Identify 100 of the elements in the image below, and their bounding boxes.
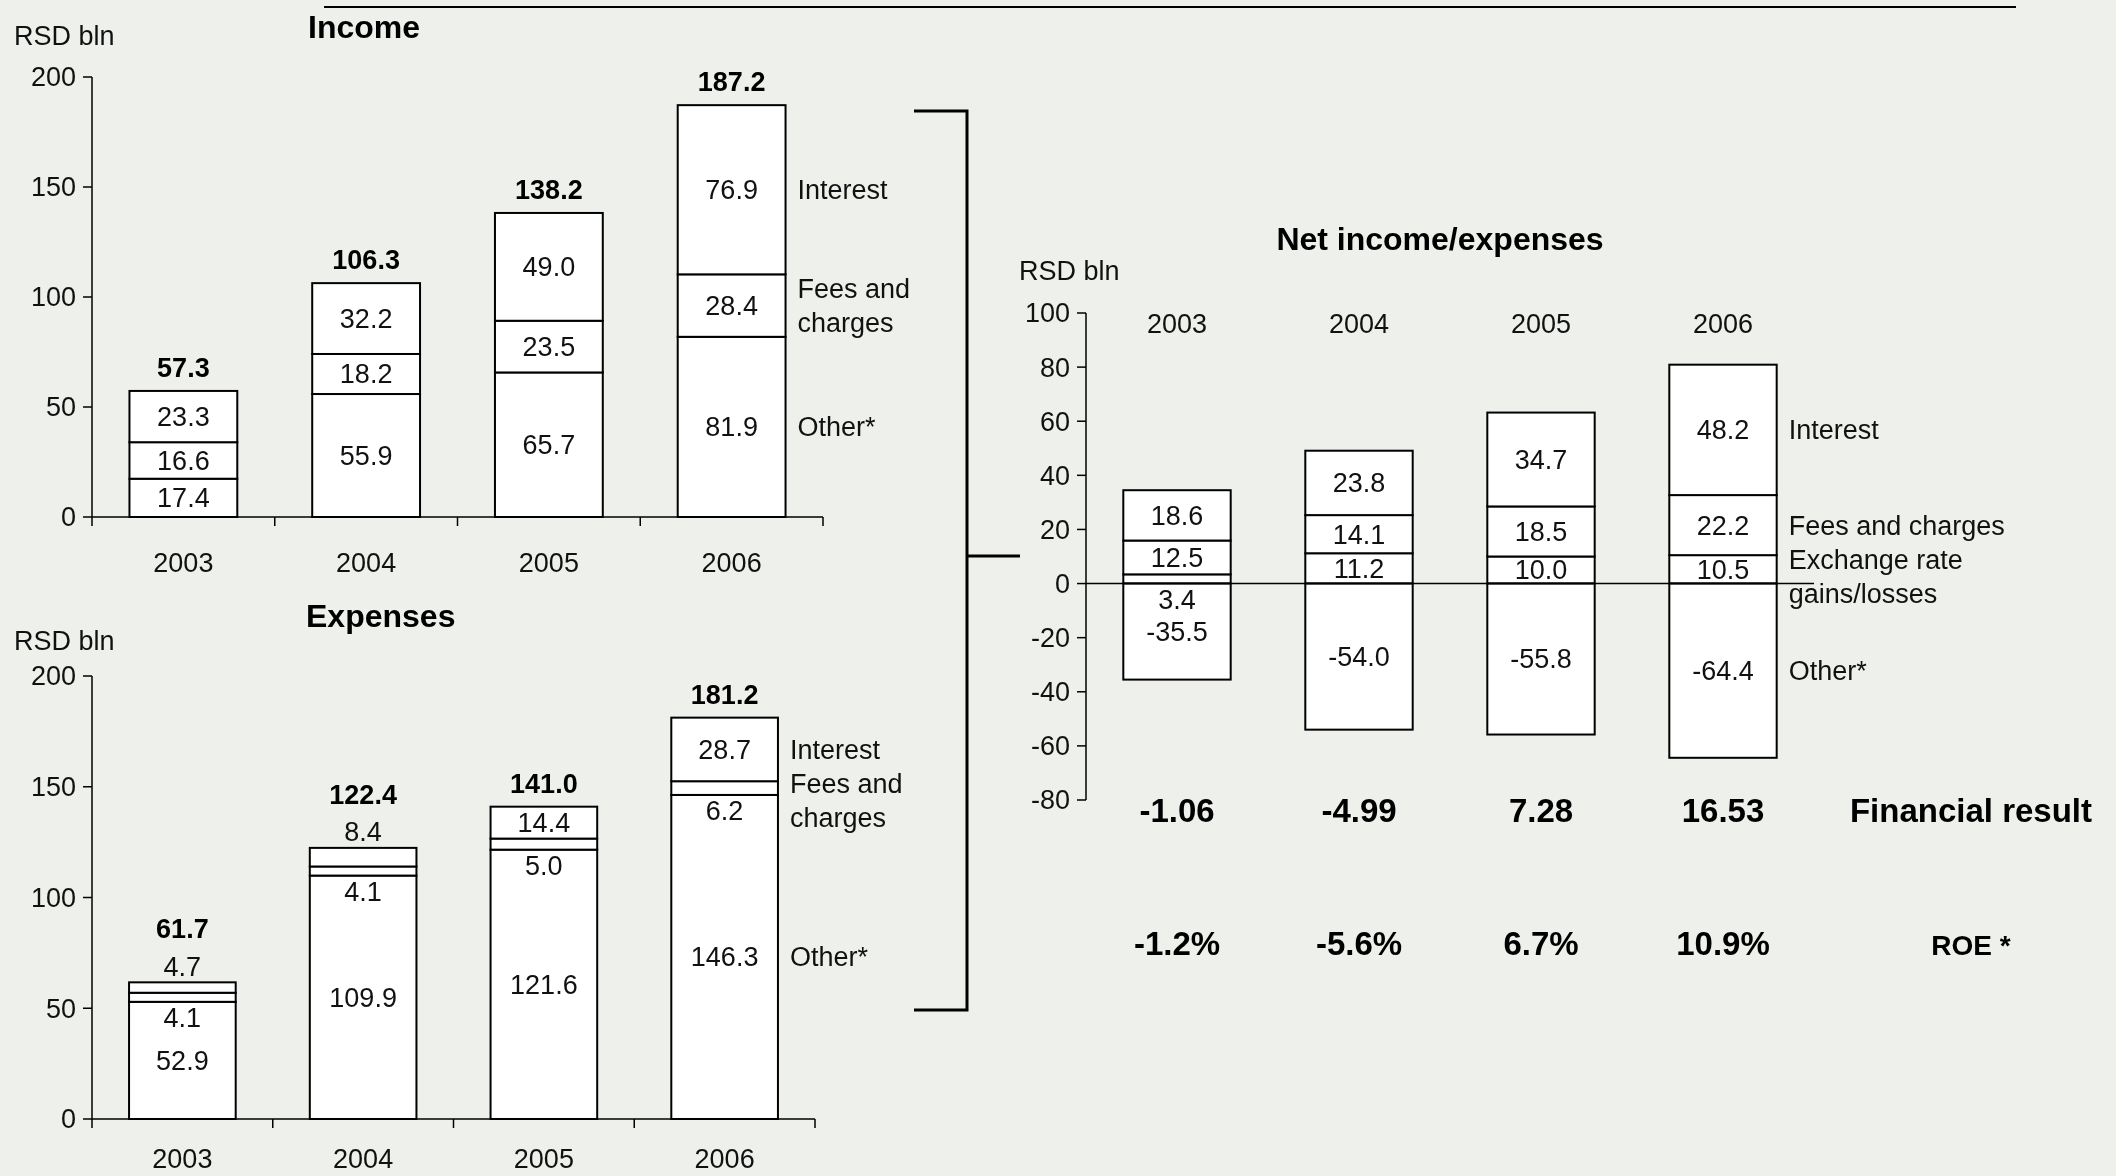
text: 10.9% — [1676, 925, 1770, 962]
y-tick-label: -40 — [1030, 677, 1070, 708]
text: -1.2% — [1133, 925, 1221, 962]
data-label: 23.5 — [522, 332, 576, 363]
data-label: 121.6 — [510, 969, 578, 1000]
data-label: 28.7 — [698, 734, 751, 765]
y-tick-label: 0 — [60, 1104, 76, 1135]
data-label: 109.9 — [329, 982, 397, 1013]
y-tick-label: 60 — [1039, 406, 1070, 437]
data-label: 10.5 — [1696, 554, 1750, 585]
y-axis-title: RSD bln — [14, 21, 115, 51]
data-label: 48.2 — [1696, 415, 1750, 446]
series-label: Other* — [789, 942, 869, 973]
series-label: Interest — [797, 175, 889, 206]
data-label: 18.2 — [339, 359, 393, 390]
x-tick-label: 2003 — [152, 1144, 213, 1174]
y-tick-label: 150 — [30, 772, 76, 803]
data-label: 23.3 — [157, 402, 210, 433]
series-label: Fees and charges — [789, 768, 903, 833]
data-label: 4.7 — [163, 951, 202, 982]
y-tick-label: 100 — [30, 282, 76, 313]
y-axis-title: RSD bln — [14, 626, 115, 656]
x-tick-label: 2003 — [1146, 309, 1208, 339]
annotation: -4.99 — [1321, 792, 1397, 829]
data-label: 34.7 — [1514, 444, 1568, 475]
data-label: 6.2 — [705, 796, 744, 827]
y-axis-title: RSD bln — [1019, 256, 1120, 286]
y-tick-label: 80 — [1039, 352, 1070, 383]
total-label: 122.4 — [329, 779, 397, 810]
series-label: Fees and charges — [1788, 510, 2005, 541]
chart-title: Net income/expenses — [1276, 221, 1604, 257]
total-label: 106.3 — [332, 245, 400, 276]
text: 6.7% — [1503, 925, 1579, 962]
x-tick-label: 2003 — [153, 548, 214, 578]
x-tick-label: 2005 — [513, 1144, 574, 1174]
y-tick-label: 150 — [30, 172, 76, 203]
data-label: 52.9 — [156, 1045, 209, 1076]
series-label: Other* — [797, 412, 877, 443]
y-tick-label: 100 — [1024, 298, 1070, 329]
data-label: 28.4 — [705, 291, 758, 322]
total-label: 141.0 — [510, 768, 578, 799]
data-label: 23.8 — [1332, 468, 1386, 499]
data-label: 11.2 — [1333, 553, 1385, 584]
y-tick-label: 20 — [1039, 514, 1070, 545]
y-tick-label: 100 — [30, 882, 76, 913]
series-label: Other* — [1788, 656, 1868, 687]
total-label: 187.2 — [697, 67, 766, 98]
total-label: 61.7 — [156, 914, 209, 945]
data-label: 14.4 — [517, 808, 571, 839]
data-label: 22.2 — [1696, 510, 1750, 541]
x-tick-label: 2005 — [1510, 309, 1572, 339]
data-label: 18.6 — [1150, 500, 1204, 531]
y-tick-label: 50 — [45, 392, 76, 423]
data-label: -54.0 — [1328, 642, 1390, 673]
y-tick-label: 0 — [60, 502, 76, 533]
y-tick-label: -80 — [1030, 785, 1070, 816]
x-tick-label: 2004 — [336, 548, 397, 578]
data-label: 12.5 — [1150, 542, 1204, 573]
y-tick-label: 200 — [30, 62, 76, 93]
text: ROE * — [1931, 930, 2011, 961]
data-label: 65.7 — [522, 430, 576, 461]
y-tick-label: -60 — [1030, 731, 1070, 762]
data-label: 16.6 — [157, 445, 210, 476]
x-tick-label: 2004 — [333, 1144, 394, 1174]
data-label: 32.2 — [339, 304, 393, 335]
data-label: 10.0 — [1514, 555, 1568, 586]
x-tick-label: 2006 — [701, 548, 762, 578]
x-tick-label: 2006 — [694, 1144, 755, 1174]
chart-title: Expenses — [306, 598, 456, 634]
x-tick-label: 2005 — [518, 548, 579, 578]
text: Financial result — [1849, 792, 2093, 829]
data-label: 14.1 — [1332, 519, 1386, 550]
data-label: 17.4 — [157, 483, 210, 514]
annotation: -1.06 — [1139, 792, 1215, 829]
series-label: Interest — [1788, 415, 1880, 446]
x-tick-label: 2006 — [1692, 309, 1754, 339]
data-label: 146.3 — [690, 942, 759, 973]
data-label: 3.4 — [1158, 585, 1196, 616]
y-tick-label: 200 — [30, 661, 76, 692]
series-label: Interest — [789, 734, 881, 765]
annotation: 7.28 — [1508, 792, 1574, 829]
data-label: 4.1 — [163, 1003, 202, 1034]
series-label: Fees and charges — [797, 274, 911, 339]
annotation: 16.53 — [1681, 792, 1765, 829]
y-tick-label: 40 — [1039, 460, 1070, 491]
data-label: 76.9 — [705, 175, 758, 206]
total-label: 57.3 — [157, 352, 210, 383]
data-label: 4.1 — [344, 877, 382, 908]
data-label: -55.8 — [1510, 644, 1572, 675]
total-label: 181.2 — [690, 679, 759, 710]
data-label: 8.4 — [344, 817, 382, 848]
series-label: Exchange rate gains/losses — [1788, 544, 1963, 609]
y-tick-label: 50 — [45, 993, 76, 1024]
data-label: -64.4 — [1692, 656, 1754, 687]
text: -5.6% — [1315, 925, 1403, 962]
chart-title: Income — [308, 9, 421, 45]
data-label: 5.0 — [525, 851, 563, 882]
data-label: 18.5 — [1514, 516, 1568, 547]
data-label: 55.9 — [339, 440, 393, 471]
y-tick-label: -20 — [1030, 623, 1070, 654]
